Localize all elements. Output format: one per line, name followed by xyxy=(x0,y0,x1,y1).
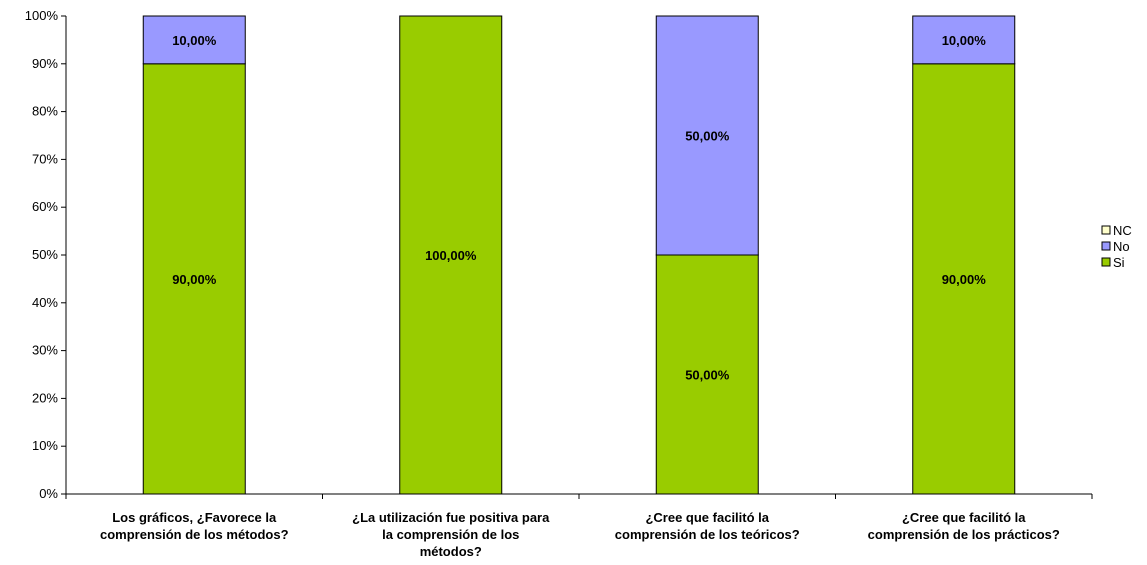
category-label: ¿Cree que facilitó la comprensión de los … xyxy=(868,510,1060,542)
y-tick-label: 20% xyxy=(32,390,58,405)
bar-segment-si xyxy=(399,15,503,495)
category-label: ¿Cree que facilitó la comprensión de los … xyxy=(615,510,800,542)
y-tick-label: 70% xyxy=(32,151,58,166)
category-label: ¿La utilización fue positiva para la comp… xyxy=(352,510,550,559)
data-label: 90,00% xyxy=(942,272,987,287)
legend-swatch-no xyxy=(1101,241,1111,251)
bar-segment-si xyxy=(142,63,246,495)
data-label: 90,00% xyxy=(172,272,217,287)
y-tick-label: 90% xyxy=(32,56,58,71)
legend-swatch-si xyxy=(1101,257,1111,267)
legend-label-no: No xyxy=(1113,239,1130,254)
y-tick-label: 10% xyxy=(32,438,58,453)
data-label: 50,00% xyxy=(685,368,730,383)
bar-segment-no xyxy=(912,15,1016,65)
y-tick-label: 50% xyxy=(32,247,58,262)
data-label: 10,00% xyxy=(942,33,987,48)
chart-bars: 90,00% 10,00% 100,00% 50,00% 50,00% 90,00% 10,… xyxy=(142,15,1016,495)
bar-segment-si xyxy=(655,254,759,495)
category-label: Los gráficos, ¿Favorece la comprensión de… xyxy=(100,510,289,542)
legend-swatch-nc xyxy=(1101,225,1111,235)
y-tick-label: 80% xyxy=(32,104,58,119)
y-tick-label: 60% xyxy=(32,199,58,214)
y-tick-label: 0% xyxy=(39,486,58,501)
y-tick-label: 30% xyxy=(32,343,58,358)
bar-segment-si xyxy=(912,63,1016,495)
bar-segment-no xyxy=(655,15,759,256)
y-tick-label: 100% xyxy=(25,8,59,23)
legend-label-si: Si xyxy=(1113,255,1125,270)
data-label: 100,00% xyxy=(425,248,477,263)
category-labels: Los gráficos, ¿Favorece la comprensión de… xyxy=(100,510,1060,559)
data-label: 10,00% xyxy=(172,33,217,48)
y-tick-label: 40% xyxy=(32,295,58,310)
legend-label-nc: NC xyxy=(1113,223,1132,238)
bar-segment-no xyxy=(142,15,246,65)
data-label: 50,00% xyxy=(685,129,730,144)
